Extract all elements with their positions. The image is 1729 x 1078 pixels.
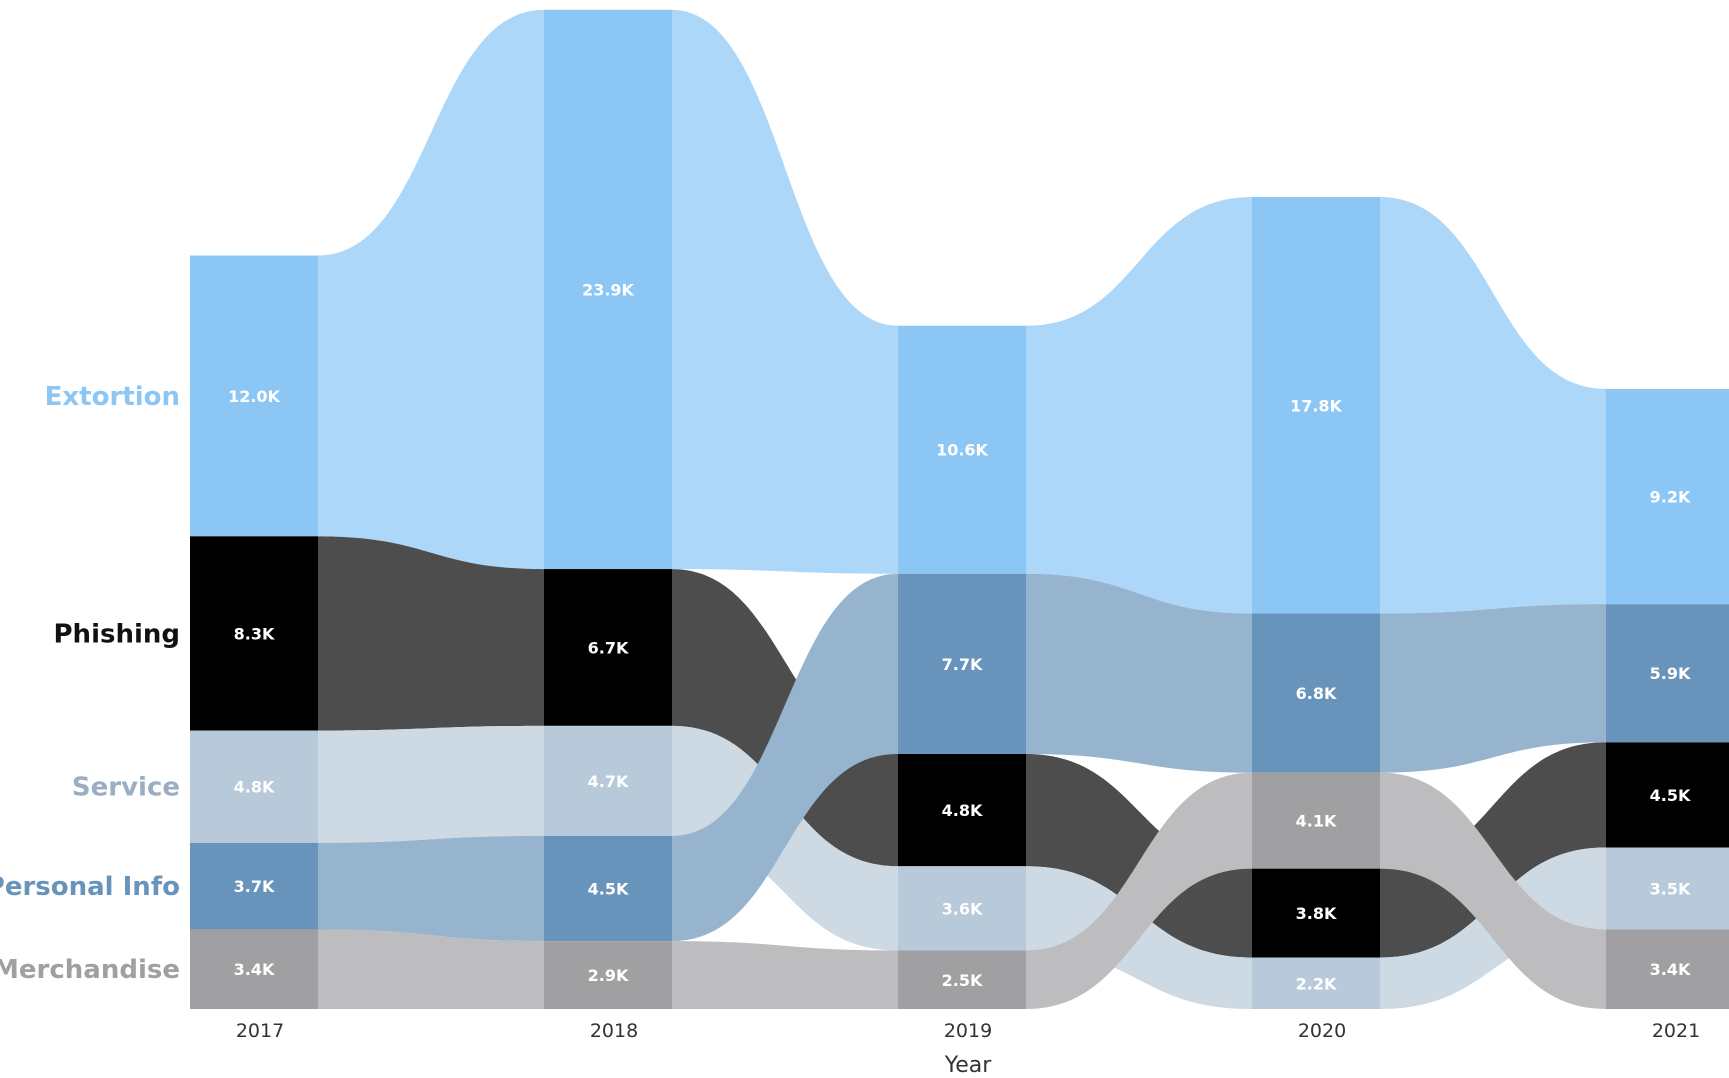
bar-extortion-2021[interactable] — [1606, 388, 1729, 605]
ribbon-extortion-2020-2021 — [1380, 197, 1606, 614]
value-label-extortion-2018: 23.9K — [582, 280, 634, 299]
value-label-phishing-2018: 6.7K — [588, 638, 629, 657]
value-label-service-2020: 2.2K — [1296, 974, 1337, 993]
bar-service-2021[interactable] — [1606, 847, 1729, 930]
ribbon-service-2017-2018 — [318, 725, 544, 843]
bar-merchandise-2021[interactable] — [1606, 929, 1729, 1009]
ribbon-merchandise-2017-2018 — [318, 929, 544, 1009]
bar-extortion-2017[interactable] — [190, 255, 318, 537]
value-label-extortion-2017: 12.0K — [228, 387, 280, 406]
value-label-extortion-2019: 10.6K — [936, 441, 988, 460]
ribbon-personal-info-2018-2019 — [672, 573, 898, 942]
ribbon-phishing-2019-2020 — [1026, 753, 1252, 958]
value-label-merchandise-2019: 2.5K — [942, 971, 983, 990]
x-tick-2021: 2021 — [1652, 1020, 1700, 1042]
bar-merchandise-2020[interactable] — [1252, 772, 1380, 869]
bar-extortion-2020[interactable] — [1252, 197, 1380, 614]
value-label-phishing-2020: 3.8K — [1296, 904, 1337, 923]
value-label-service-2019: 3.6K — [942, 899, 983, 918]
value-label-personal-info-2021: 5.9K — [1650, 664, 1691, 683]
ribbons-layer — [318, 9, 1606, 1009]
value-label-personal-info-2019: 7.7K — [942, 655, 983, 674]
value-label-merchandise-2017: 3.4K — [234, 960, 275, 979]
columns-layer — [190, 9, 1729, 1010]
value-label-merchandise-2020: 4.1K — [1296, 812, 1337, 831]
bar-extortion-2019[interactable] — [898, 325, 1026, 574]
x-axis-title: Year — [944, 1053, 993, 1078]
bar-personal-info-2018[interactable] — [544, 835, 672, 942]
value-label-service-2021: 3.5K — [1650, 879, 1691, 898]
bar-phishing-2017[interactable] — [190, 536, 318, 731]
series-label-service: Service — [72, 773, 180, 803]
series-label-phishing: Phishing — [54, 619, 181, 649]
ribbon-personal-info-2020-2021 — [1380, 604, 1606, 773]
bar-service-2017[interactable] — [190, 730, 318, 843]
value-label-extortion-2020: 17.8K — [1290, 396, 1342, 415]
bar-merchandise-2017[interactable] — [190, 929, 318, 1009]
ribbon-personal-info-2017-2018 — [318, 835, 544, 942]
series-label-personal-info: Personal Info — [0, 872, 180, 902]
ribbon-extortion-2017-2018 — [318, 9, 544, 570]
bar-personal-info-2017[interactable] — [190, 842, 318, 930]
value-label-personal-info-2017: 3.7K — [234, 877, 275, 896]
bar-personal-info-2021[interactable] — [1606, 604, 1729, 743]
x-tick-2018: 2018 — [590, 1020, 638, 1042]
value-label-phishing-2019: 4.8K — [942, 801, 983, 820]
bar-phishing-2018[interactable] — [544, 569, 672, 726]
ribbon-extortion-2018-2019 — [672, 9, 898, 574]
value-label-phishing-2021: 4.5K — [1650, 786, 1691, 805]
value-label-personal-info-2020: 6.8K — [1296, 684, 1337, 703]
x-tick-2017: 2017 — [236, 1020, 284, 1042]
bar-merchandise-2019[interactable] — [898, 950, 1026, 1010]
value-label-phishing-2017: 8.3K — [234, 624, 275, 643]
bar-service-2018[interactable] — [544, 725, 672, 836]
series-labels-layer: Extortion Phishing Service Personal Info Mer… — [0, 382, 180, 985]
ribbon-merchandise-2018-2019 — [672, 941, 898, 1009]
x-tick-2020: 2020 — [1298, 1020, 1346, 1042]
x-axis-ticks: 2017 2018 2019 2020 2021 — [236, 1020, 1700, 1042]
value-label-extortion-2021: 9.2K — [1650, 488, 1691, 507]
series-label-extortion: Extortion — [45, 382, 180, 412]
ribbon-merchandise-2020-2021 — [1380, 772, 1606, 1009]
value-label-merchandise-2018: 2.9K — [588, 966, 629, 985]
bar-extortion-2018[interactable] — [544, 9, 672, 570]
value-label-personal-info-2018: 4.5K — [588, 879, 629, 898]
bar-phishing-2020[interactable] — [1252, 868, 1380, 958]
bar-merchandise-2018[interactable] — [544, 941, 672, 1009]
value-label-service-2018: 4.7K — [588, 772, 629, 791]
ribbon-personal-info-2019-2020 — [1026, 573, 1252, 773]
bar-personal-info-2019[interactable] — [898, 573, 1026, 754]
x-tick-2019: 2019 — [944, 1020, 992, 1042]
ribbon-phishing-2020-2021 — [1380, 742, 1606, 958]
series-label-merchandise: Merchandise — [0, 955, 180, 985]
bar-service-2019[interactable] — [898, 866, 1026, 951]
value-label-merchandise-2021: 3.4K — [1650, 960, 1691, 979]
bar-phishing-2021[interactable] — [1606, 742, 1729, 848]
value-labels-layer: 12.0K 23.9K 10.6K 17.8K 9.2K 8.3K 6.7K 4.8K 3.8K… — [228, 280, 1691, 993]
ribbon-phishing-2017-2018 — [318, 536, 544, 731]
bar-service-2020[interactable] — [1252, 957, 1380, 1009]
ribbon-extortion-2019-2020 — [1026, 197, 1252, 614]
value-label-service-2017: 4.8K — [234, 778, 275, 797]
bar-personal-info-2020[interactable] — [1252, 613, 1380, 773]
bar-phishing-2019[interactable] — [898, 753, 1026, 867]
ribbon-merchandise-2019-2020 — [1026, 772, 1252, 1009]
